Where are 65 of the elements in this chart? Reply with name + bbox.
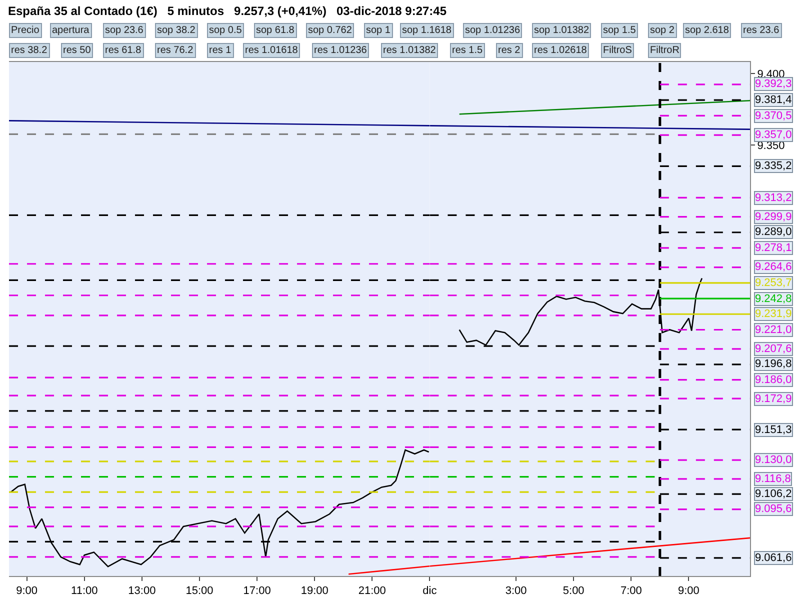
text: res 50 <box>63 45 92 56</box>
text: sop 61.8 <box>256 25 295 36</box>
text: res 1.5 <box>452 45 484 56</box>
text: res 38.2 <box>11 45 48 56</box>
x-tick-label: 17:00 <box>243 585 271 598</box>
text: apertura <box>52 25 90 36</box>
text: sop 1.1618 <box>402 25 452 36</box>
ref-line-label: 9.130,0 <box>755 454 792 466</box>
ref-line-label: 9.061,6 <box>755 552 792 564</box>
x-tick-label: 13:00 <box>128 585 156 598</box>
text: res 76.2 <box>157 45 194 56</box>
text: sop 0.762 <box>308 25 352 36</box>
x-tick-label: 9:00 <box>16 585 38 598</box>
ref-line-label: 9.231,9 <box>755 308 792 320</box>
text: sop 2 <box>650 25 675 36</box>
x-tick-label: 19:00 <box>300 585 328 598</box>
text: sop 1.01382 <box>534 25 590 36</box>
ref-line-label: 9.335,2 <box>755 160 792 172</box>
chart-title: España 35 al Contado (1€) 5 minutos 9.257,3 (+0,41%) 03-dic-2018 9:27:45 <box>8 4 447 18</box>
text: FiltroS <box>603 45 632 56</box>
ref-line-label: 9.196,8 <box>755 358 792 370</box>
ref-line-label: 9.313,2 <box>755 192 792 204</box>
text: res 1 <box>209 45 232 56</box>
text: res 23.6 <box>743 25 780 36</box>
ref-line-label: 9.264,6 <box>755 261 792 273</box>
text: res 1.01382 <box>383 45 436 56</box>
ref-line-label: 9.172,9 <box>755 393 792 405</box>
ref-line-label: 9.278,1 <box>755 242 792 254</box>
text: res 1.01618 <box>245 45 298 56</box>
text: FiltroR <box>650 45 680 56</box>
text: sop 0.5 <box>209 25 242 36</box>
text: sop 1 <box>366 25 391 36</box>
text: sop 2.618 <box>685 25 730 36</box>
ref-line-label: 9.151,3 <box>755 424 792 436</box>
ref-line-label: 9.299,9 <box>755 211 792 223</box>
ref-line-label: 9.106,2 <box>755 488 792 500</box>
text: res 61.8 <box>105 45 142 56</box>
text: sop 38.2 <box>157 25 196 36</box>
text: res 1.01236 <box>314 45 368 56</box>
text: res 2 <box>498 45 521 56</box>
text: sop 1.01236 <box>465 25 520 36</box>
ref-line-label: 9.221,0 <box>755 324 792 336</box>
x-tick-label: 11:00 <box>71 585 98 598</box>
ref-line-label: 9.289,0 <box>755 226 792 238</box>
ref-line-label: 9.186,0 <box>755 374 792 386</box>
x-tick-label: 5:00 <box>562 585 584 598</box>
x-tick-label: 9:00 <box>678 585 700 598</box>
x-tick-label: 7:00 <box>620 585 642 598</box>
ref-line-label: 9.116,8 <box>755 473 791 485</box>
ref-line-label: 9.392,3 <box>755 78 792 90</box>
x-tick-label: 21:00 <box>358 585 386 598</box>
x-tick-label: dic <box>422 585 438 598</box>
ref-line-label: 9.207,6 <box>755 343 792 355</box>
ref-line-label: 9.381,4 <box>755 94 792 106</box>
text: sop 23.6 <box>105 25 144 36</box>
x-tick-label: 15:00 <box>186 585 214 598</box>
text: sop 1.5 <box>603 25 636 36</box>
text: res 1.02618 <box>534 45 588 56</box>
ref-line-label: 9.370,5 <box>755 110 792 122</box>
ref-line-label: 9.095,6 <box>755 503 792 515</box>
ref-line-label: 9.357,0 <box>755 129 792 141</box>
text: Precio <box>11 25 40 36</box>
ref-line-label: 9.242,8 <box>755 293 792 305</box>
ref-line-label: 9.253,7 <box>755 277 792 289</box>
x-tick-label: 3:00 <box>505 585 527 598</box>
